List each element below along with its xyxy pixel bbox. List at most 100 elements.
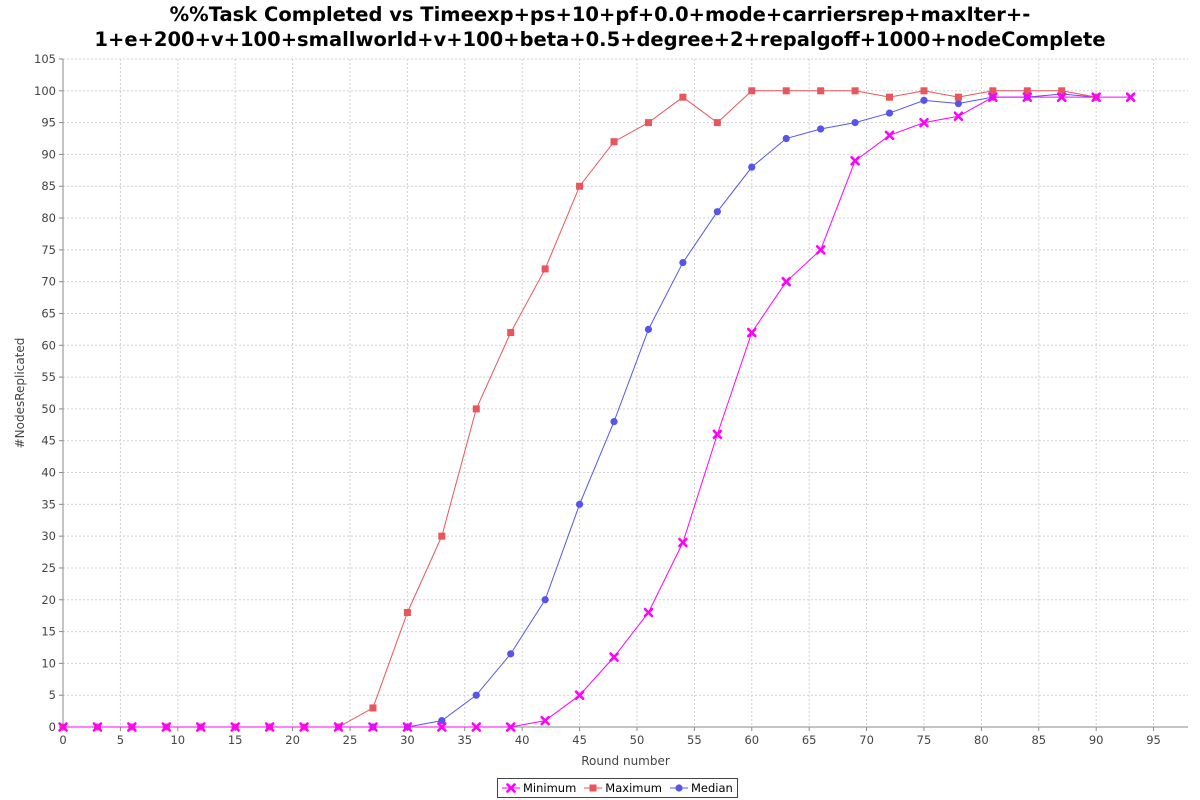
- data-point-maximum: [782, 87, 790, 95]
- data-point-minimum: [988, 92, 998, 102]
- data-point-median: [713, 208, 721, 216]
- chart-title-line-1: %%Task Completed vs Timeexp+ps+10+pf+0.0…: [169, 3, 1031, 26]
- y-tick-label: 0: [49, 720, 56, 734]
- data-point-maximum: [886, 93, 894, 101]
- data-point-minimum: [195, 722, 206, 732]
- data-point-maximum: [472, 405, 480, 413]
- grid-lines: [63, 58, 1188, 727]
- x-tick-label: 0: [59, 733, 66, 747]
- data-point-median: [885, 109, 894, 117]
- legend-item-minimum: Minimum: [502, 781, 576, 795]
- data-point-minimum: [884, 130, 895, 141]
- data-point-median: [438, 717, 446, 725]
- legend-item-maximum: Maximum: [584, 781, 662, 795]
- legend-item-median: Median: [669, 781, 733, 795]
- y-tick-label: 55: [41, 370, 56, 384]
- y-tick-label: 95: [41, 116, 56, 130]
- data-point-minimum: [919, 117, 929, 128]
- y-tick-label: 30: [41, 529, 56, 543]
- data-point-minimum: [402, 722, 413, 732]
- data-point-minimum: [58, 722, 68, 732]
- data-point-minimum: [574, 690, 585, 700]
- data-point-maximum: [679, 93, 687, 101]
- y-tick-label: 90: [41, 147, 56, 161]
- y-tick-label: 60: [41, 338, 56, 352]
- data-point-minimum: [609, 652, 619, 662]
- y-tick-label: 25: [41, 561, 56, 575]
- series-minimum: [58, 92, 1136, 732]
- x-tick-label: 85: [1031, 733, 1046, 747]
- data-point-maximum: [369, 704, 377, 712]
- data-point-minimum: [712, 429, 723, 440]
- data-point-maximum: [644, 119, 652, 127]
- data-point-minimum: [505, 722, 516, 732]
- x-axis-label: Round number: [581, 754, 670, 768]
- plot-area: [63, 59, 1188, 727]
- data-point-median: [644, 325, 653, 333]
- legend: Minimum Maximum Median: [497, 778, 738, 798]
- data-point-maximum: [748, 87, 756, 95]
- x-tick-label: 65: [802, 733, 817, 747]
- data-point-median: [507, 650, 515, 658]
- x-tick-label: 75: [917, 733, 932, 747]
- legend-label-median: Median: [690, 781, 733, 795]
- data-point-minimum: [92, 722, 103, 732]
- data-point-maximum: [851, 87, 859, 95]
- data-point-minimum: [1056, 92, 1067, 102]
- chart-title-line-2: 1+e+200+v+100+smallworld+v+100+beta+0.5+…: [94, 28, 1106, 51]
- data-point-median: [541, 596, 549, 604]
- data-point-maximum: [954, 93, 962, 101]
- y-axis-label: #NodesReplicated: [13, 338, 27, 449]
- data-point-minimum: [953, 111, 964, 122]
- series-line-minimum: [63, 96, 1131, 728]
- y-tick-label: 10: [41, 656, 56, 670]
- tick-labels: 0 5 10 15 20 25 30 35 40 45 50 55 60 65 70 75 80 85 90 95 0 5…: [34, 52, 1161, 747]
- x-tick-label: 55: [687, 733, 702, 747]
- data-point-maximum: [920, 87, 928, 95]
- data-point-maximum: [576, 182, 584, 190]
- y-tick-label: 40: [41, 466, 56, 480]
- data-point-minimum: [471, 722, 482, 732]
- x-tick-label: 30: [400, 733, 415, 747]
- chart-title: %%Task Completed vs Timeexp+ps+10+pf+0.0…: [0, 2, 1200, 52]
- y-tick-label: 85: [41, 179, 56, 193]
- data-point-minimum: [746, 327, 757, 338]
- x-tick-label: 95: [1146, 733, 1161, 747]
- data-point-maximum: [438, 532, 446, 540]
- data-point-minimum: [781, 276, 792, 287]
- data-point-minimum: [161, 722, 172, 732]
- data-point-median: [920, 96, 928, 104]
- x-tick-label: 80: [974, 733, 989, 747]
- data-point-maximum: [507, 329, 515, 337]
- x-tick-label: 25: [343, 733, 358, 747]
- data-point-maximum: [610, 138, 618, 146]
- data-point-median: [610, 418, 618, 426]
- y-tick-label: 5: [49, 688, 56, 702]
- legend-label-maximum: Maximum: [605, 781, 662, 795]
- data-point-minimum: [299, 722, 309, 732]
- legend-label-minimum: Minimum: [523, 781, 577, 795]
- x-tick-label: 35: [457, 733, 472, 747]
- x-tick-label: 60: [744, 733, 759, 747]
- y-tick-label: 15: [41, 625, 56, 639]
- y-tick-label: 100: [34, 84, 56, 98]
- series-group: [58, 87, 1136, 732]
- x-tick-label: 45: [572, 733, 587, 747]
- data-point-median: [679, 258, 687, 267]
- x-tick-label: 70: [859, 733, 874, 747]
- y-tick-label: 80: [41, 211, 56, 225]
- data-point-median: [817, 125, 825, 133]
- legend-swatch-median: [669, 784, 688, 792]
- x-tick-label: 10: [170, 733, 185, 747]
- x-tick-label: 40: [515, 733, 530, 747]
- x-tick-label: 50: [630, 733, 645, 747]
- data-point-median: [851, 119, 859, 127]
- x-tick-label: 5: [117, 733, 124, 747]
- data-point-minimum: [127, 722, 137, 732]
- data-point-median: [954, 99, 963, 108]
- y-tick-label: 50: [41, 402, 56, 416]
- data-point-maximum: [1058, 87, 1066, 95]
- data-point-maximum: [1023, 87, 1031, 95]
- data-point-median: [472, 691, 480, 699]
- data-point-minimum: [368, 722, 378, 732]
